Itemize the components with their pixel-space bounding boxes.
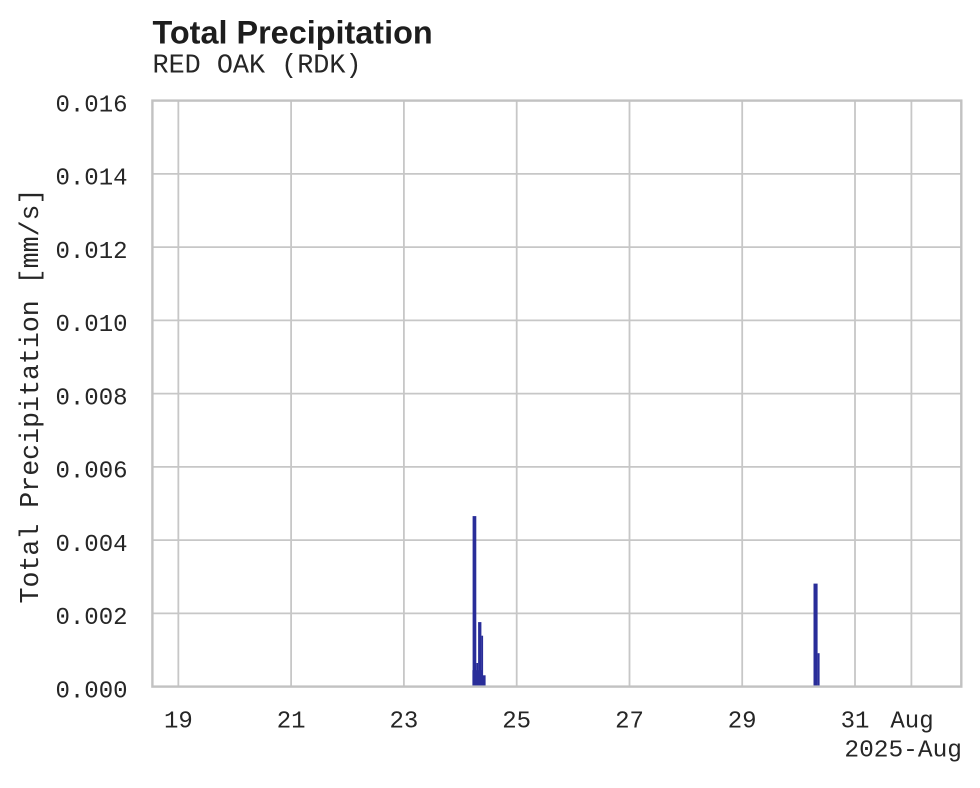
svg-text:0.012: 0.012 [55,239,127,266]
svg-text:0.006: 0.006 [55,459,127,486]
svg-text:23: 23 [389,709,418,736]
svg-text:Total Precipitation [mm/s]: Total Precipitation [mm/s] [16,189,46,604]
svg-text:25: 25 [502,709,531,736]
svg-text:2025-Aug: 2025-Aug [844,738,962,765]
svg-text:RED OAK (RDK): RED OAK (RDK) [153,51,362,81]
svg-text:Aug: Aug [890,709,933,736]
svg-text:27: 27 [615,709,644,736]
svg-text:0.010: 0.010 [55,312,127,339]
svg-text:0.016: 0.016 [55,92,127,119]
svg-text:31: 31 [841,709,870,736]
svg-text:0.000: 0.000 [55,678,127,705]
svg-text:0.004: 0.004 [55,532,127,559]
svg-text:Total Precipitation: Total Precipitation [153,15,433,51]
svg-text:29: 29 [728,709,757,736]
svg-text:0.002: 0.002 [55,605,127,632]
svg-text:19: 19 [164,709,193,736]
svg-text:0.014: 0.014 [55,166,127,193]
svg-text:0.008: 0.008 [55,385,127,412]
svg-text:21: 21 [277,709,306,736]
